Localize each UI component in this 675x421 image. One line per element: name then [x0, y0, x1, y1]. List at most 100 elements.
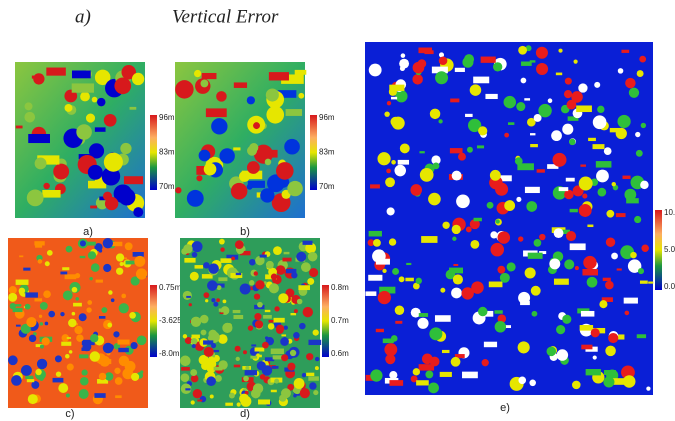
image-feature	[635, 132, 640, 137]
image-feature	[594, 82, 600, 88]
colorbar-label: 83m	[319, 148, 335, 157]
image-feature	[302, 373, 306, 377]
image-feature	[265, 336, 268, 339]
image-feature	[474, 218, 482, 221]
image-feature	[79, 354, 88, 358]
colorbar-label: 0.0	[664, 282, 675, 291]
image-feature	[377, 152, 390, 165]
image-feature	[247, 184, 253, 190]
image-feature	[516, 102, 525, 111]
image-feature	[556, 73, 562, 76]
image-feature	[557, 349, 569, 361]
image-feature	[191, 400, 195, 404]
image-feature	[38, 259, 43, 264]
image-feature	[263, 315, 272, 319]
image-feature	[62, 267, 69, 270]
image-feature	[229, 393, 235, 399]
image-feature	[28, 134, 50, 143]
image-feature	[72, 83, 94, 92]
image-feature	[440, 288, 445, 293]
image-feature	[525, 187, 540, 193]
image-feature	[266, 261, 274, 269]
image-feature	[190, 369, 197, 376]
image-feature	[276, 162, 294, 180]
image-feature	[231, 257, 235, 261]
image-feature	[119, 303, 129, 313]
image-feature	[294, 378, 305, 389]
image-feature	[450, 99, 459, 103]
image-feature	[306, 353, 313, 360]
image-feature	[233, 310, 241, 313]
colorbar-label: -8.0m	[159, 349, 180, 358]
image-feature	[281, 354, 288, 361]
image-feature	[617, 268, 622, 270]
image-feature	[125, 361, 136, 372]
image-feature	[428, 193, 441, 206]
image-feature	[214, 367, 223, 371]
image-feature	[369, 64, 382, 77]
image-feature	[33, 73, 44, 84]
image-feature	[606, 210, 614, 218]
image-feature	[265, 310, 271, 312]
image-feature	[564, 90, 572, 98]
image-feature	[490, 231, 497, 238]
image-feature	[11, 375, 22, 386]
image-feature	[125, 242, 133, 250]
image-feature	[406, 263, 411, 265]
image-feature	[47, 250, 53, 256]
image-feature	[247, 146, 257, 156]
image-feature	[191, 338, 198, 345]
image-feature	[89, 277, 92, 280]
image-feature	[588, 138, 596, 141]
image-feature	[558, 49, 562, 53]
image-feature	[389, 380, 403, 386]
image-feature	[496, 219, 500, 223]
image-feature	[389, 85, 404, 91]
image-feature	[86, 113, 95, 122]
image-feature	[400, 143, 410, 153]
image-feature	[76, 124, 92, 140]
image-feature	[140, 370, 143, 373]
image-feature	[192, 335, 200, 339]
image-feature	[25, 292, 38, 297]
image-feature	[547, 347, 557, 357]
image-feature	[118, 340, 130, 345]
panel-label: c)	[65, 408, 74, 420]
image-feature	[61, 342, 71, 346]
image-feature	[536, 47, 548, 59]
image-feature	[196, 175, 202, 181]
image-feature	[96, 280, 103, 283]
image-feature	[13, 308, 23, 312]
image-feature	[236, 357, 240, 361]
image-feature	[559, 187, 569, 191]
image-feature	[539, 234, 545, 240]
image-feature	[504, 200, 515, 211]
image-feature	[42, 190, 60, 198]
image-feature	[566, 178, 575, 182]
image-feature	[185, 388, 190, 390]
panel: 96m83m70ma)	[15, 62, 175, 238]
image-feature	[639, 56, 646, 63]
image-feature	[234, 82, 247, 88]
image-feature	[440, 372, 452, 377]
image-feature	[192, 344, 196, 348]
image-feature	[208, 263, 219, 274]
image-feature	[296, 252, 306, 262]
colorbar	[150, 285, 157, 357]
image-feature	[16, 325, 21, 327]
image-feature	[532, 311, 538, 317]
image-feature	[467, 147, 473, 153]
image-feature	[530, 133, 535, 135]
image-feature	[273, 355, 283, 359]
image-feature	[183, 291, 192, 300]
image-feature	[394, 165, 406, 177]
image-feature	[120, 262, 124, 266]
image-feature	[56, 371, 61, 376]
image-feature	[113, 331, 119, 337]
image-feature	[399, 276, 405, 282]
image-feature	[204, 163, 217, 176]
panel: 0.75m-3.625m-8.0mc)	[8, 238, 189, 420]
image-feature	[473, 77, 489, 84]
image-feature	[223, 299, 227, 303]
image-feature	[191, 375, 199, 383]
